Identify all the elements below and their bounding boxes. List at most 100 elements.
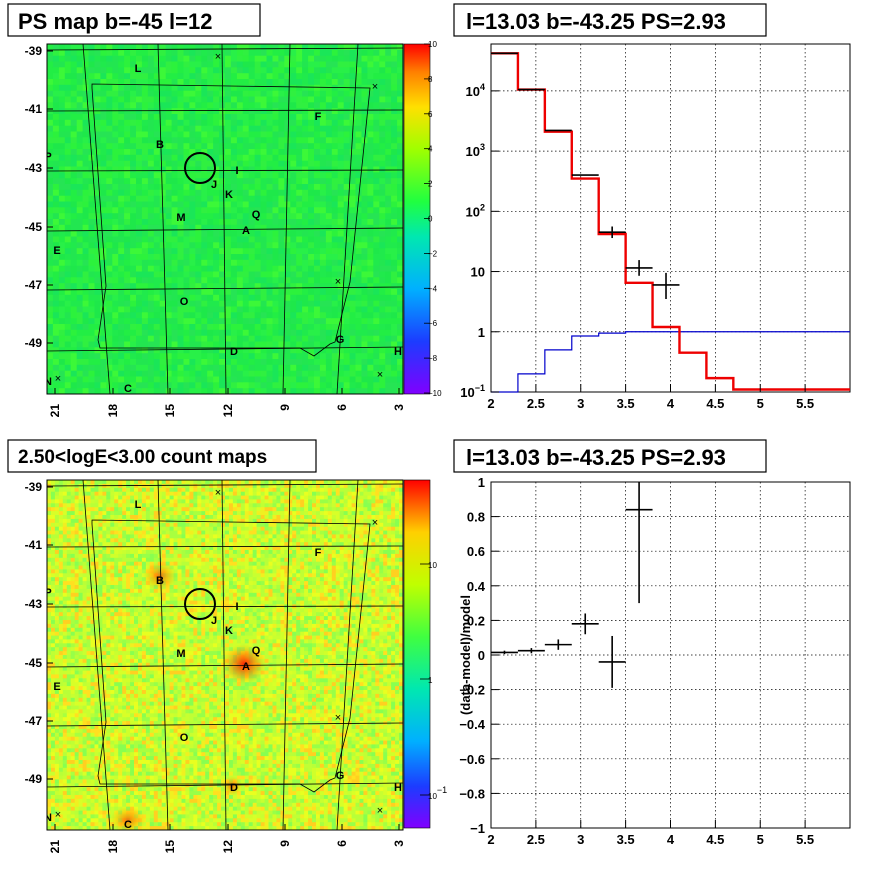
residual-title: l=13.03 b=-43.25 PS=2.93: [466, 445, 726, 470]
source-label-g: G: [336, 770, 345, 782]
cross-marker: ×: [372, 81, 378, 93]
latitude-line: [47, 605, 403, 608]
ps-map-title-box: [7, 3, 261, 37]
source-label-k: K: [225, 189, 233, 201]
map-x-tick-label: 3: [392, 840, 406, 847]
longitude-line: [282, 480, 291, 830]
source-label-f: F: [315, 111, 322, 123]
map-x-tick-label: 18: [106, 840, 120, 854]
source-label-a: A: [242, 225, 250, 237]
map-y-tick-label: -43: [25, 161, 43, 175]
colorbar-tick-label: 4: [428, 145, 433, 154]
roi-circle: [184, 152, 216, 184]
map-x-tick-label: 18: [106, 404, 120, 418]
longitude-line: [336, 480, 359, 830]
residual-x-tick-label: 3: [577, 832, 584, 847]
source-label-d: D: [230, 782, 238, 794]
source-label-q: Q: [252, 645, 261, 657]
map-x-tick-label: 6: [335, 404, 349, 411]
map-x-tick-label: 6: [335, 840, 349, 847]
spectrum-x-tick-label: 3.5: [617, 396, 635, 411]
source-label-g: G: [336, 334, 345, 346]
residual-x-tick-label: 5: [757, 832, 764, 847]
residual-x-tick-label: 2.5: [527, 832, 545, 847]
residual-y-tick-label: −0.6: [459, 752, 485, 767]
spectrum-x-tick-label: 5.5: [796, 396, 814, 411]
source-label-i: I: [235, 165, 238, 177]
cross-marker: ×: [372, 517, 378, 529]
residual-y-tick-label: 0.2: [467, 613, 485, 628]
longitude-line: [157, 480, 169, 830]
colorbar-tick-label: 10: [428, 40, 437, 49]
cross-marker: ×: [55, 373, 61, 385]
map-y-tick-label: -47: [25, 278, 43, 292]
map-y-tick-label: -49: [25, 336, 43, 350]
colorbar-tick-label: 2: [428, 180, 433, 189]
residual-y-tick-label: −1: [470, 821, 485, 836]
colorbar-tick-label: −4: [428, 284, 438, 293]
hotspot-c: [110, 806, 146, 830]
map-x-tick-label: 21: [48, 840, 62, 854]
longitude-line: [336, 44, 359, 394]
spectrum-x-tick-label: 4.5: [706, 396, 724, 411]
colorbar-tick-label: −8: [428, 354, 438, 363]
map-x-tick-label: 12: [221, 840, 235, 854]
latitude-line: [47, 169, 403, 172]
cross-marker: ×: [377, 369, 383, 381]
spectrum-panel: l=13.03 b=-43.25 PS=2.93 10410310210110−…: [453, 3, 851, 411]
count-map-colorbar: [403, 479, 431, 829]
source-label-l: L: [135, 63, 142, 75]
longitude-line: [282, 44, 291, 394]
source-label-h: H: [394, 782, 402, 794]
map-y-tick-label: -47: [25, 714, 43, 728]
spectrum-x-tick-label: 5: [757, 396, 764, 411]
spectrum-y-tick-label: 10−1: [460, 383, 485, 400]
map-x-tick-label: 15: [163, 404, 177, 418]
source-label-f: F: [315, 547, 322, 559]
residual-title-box: [453, 439, 767, 473]
source-label-p: P: [44, 587, 51, 599]
cross-marker: ×: [55, 809, 61, 821]
source-label-j: J: [211, 615, 217, 627]
source-label-l: L: [135, 499, 142, 511]
longitude-line: [221, 480, 227, 830]
residual-y-tick-label: −0.4: [459, 717, 485, 732]
residual-y-tick-label: 0.4: [467, 579, 486, 594]
hotspot-a: [222, 644, 266, 684]
map-y-tick-label: -45: [25, 656, 43, 670]
cross-marker: ×: [215, 51, 221, 63]
colorbar-tick-label: 10−1: [428, 785, 447, 801]
source-label-b: B: [156, 139, 164, 151]
source-label-i: I: [235, 601, 238, 613]
source-label-d: D: [230, 346, 238, 358]
cross-marker: ×: [215, 487, 221, 499]
map-x-tick-label: 9: [278, 404, 292, 411]
colorbar-tick-label: −2: [428, 249, 438, 258]
source-label-c: C: [124, 819, 132, 831]
map-y-tick-label: -45: [25, 220, 43, 234]
colorbar-tick-label: 8: [428, 75, 433, 84]
latitude-line: [47, 227, 403, 232]
source-label-n: N: [44, 812, 52, 824]
source-label-o: O: [180, 296, 189, 308]
map-y-tick-label: -41: [25, 102, 43, 116]
source-label-m: M: [176, 648, 185, 660]
source-label-q: Q: [252, 209, 261, 221]
latitude-line: [47, 782, 403, 788]
source-label-o: O: [180, 732, 189, 744]
source-label-e: E: [53, 245, 60, 257]
hotspot-d: [222, 776, 242, 796]
map-x-tick-label: 3: [392, 404, 406, 411]
count-map-panel: 2.50<logE<3.00 count maps × × × × × L F B P I JK M Q…: [7, 439, 447, 854]
residual-panel: l=13.03 b=-43.25 PS=2.93 1 0.8 0.6 0.4 0.2 0 −…: [453, 439, 851, 847]
map-x-tick-label: 15: [163, 840, 177, 854]
spectrum-x-tick-label: 4: [667, 396, 675, 411]
background-model-line: [491, 331, 850, 393]
map-x-tick-label: 21: [48, 404, 62, 418]
colorbar-tick-label: 0: [428, 215, 433, 224]
source-label-h: H: [394, 346, 402, 358]
source-label-n: N: [44, 376, 52, 388]
colorbar-tick-label: 10: [428, 561, 437, 570]
source-label-b: B: [156, 575, 164, 587]
